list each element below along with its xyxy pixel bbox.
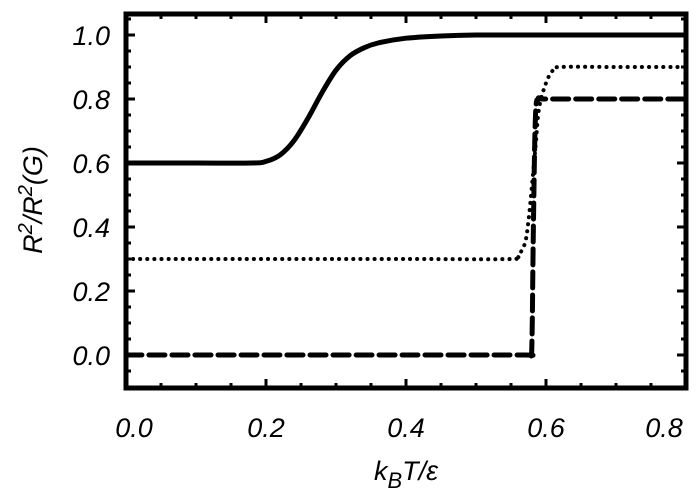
x-tick-label: 0.0 [115,413,153,443]
series-dashed-line [123,95,689,359]
plot-area [123,32,689,359]
series-solid-line [123,32,689,166]
y-tick-label: 0.4 [72,213,110,243]
series-dotted-line [124,64,688,262]
y-tick-label: 0.2 [72,277,110,307]
x-axis-label: kBT/ε [374,456,439,493]
x-tick-label: 0.2 [247,413,285,443]
y-tick-label: 1.0 [72,21,110,51]
y-tick-label: 0.8 [72,85,110,115]
x-tick-label: 0.4 [387,413,425,443]
y-tick-label: 0.6 [72,149,111,179]
tick-labels: 0.0 0.2 0.4 0.6 0.8 1.0 0.0 0.2 0.4 0.6 0.8 [72,21,682,443]
y-axis-label: R2/R2(G) [15,146,48,254]
axis-ticks [124,14,688,388]
x-tick-label: 0.6 [527,413,566,443]
plot-frame [123,11,689,391]
x-tick-label: 0.8 [645,413,683,443]
y-tick-label: 0.0 [72,341,110,371]
